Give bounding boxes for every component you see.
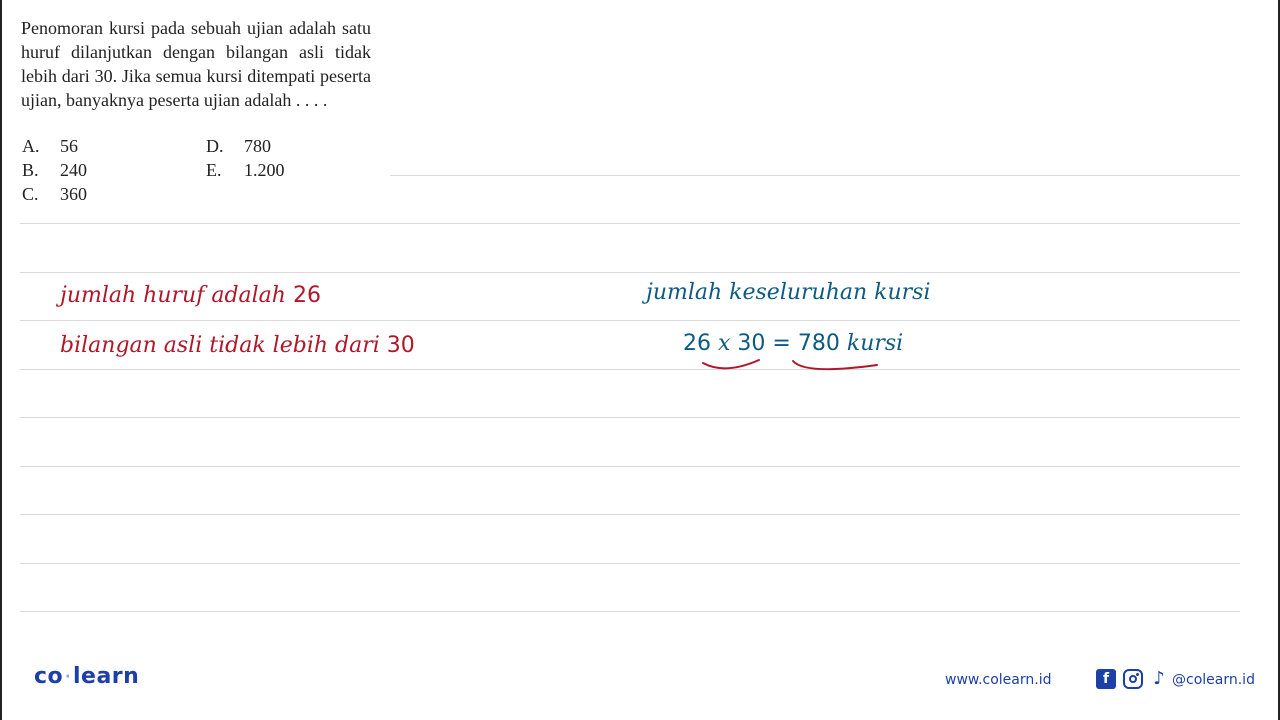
option-letter: E. [206,160,222,180]
ruled-line [20,514,1240,515]
social-handle[interactable]: @colearn.id [1172,672,1255,688]
option-value: 1.200 [244,160,285,180]
solution-equation: 26 x 30 = 780 kursi [683,331,903,356]
ruled-line [20,563,1240,564]
option-value: 56 [60,136,78,156]
logo-text-co: co [34,664,64,689]
option-value: 360 [60,184,87,204]
option-letter: D. [206,136,224,156]
option-e: E. 1.200 [206,158,285,182]
solution-total-heading: jumlah keseluruhan kursi [646,280,931,305]
solution-number-range: bilangan asli tidak lebih dari 30 [60,333,415,358]
option-a: A. 56 [22,134,78,158]
equation-equals: = [772,331,791,356]
ruled-line [20,320,1240,321]
option-value: 240 [60,160,87,180]
ruled-line [20,272,1240,273]
option-b: B. 240 [22,158,87,182]
equation-factor-a: 26 [683,331,711,356]
logo-dot: · [65,669,71,685]
equation-unit: kursi [846,331,904,356]
ruled-line [20,417,1240,418]
underline-factors [702,359,760,370]
ruled-line [390,175,1240,176]
colearn-logo: co ·learn [34,664,139,689]
underline-marks [702,359,878,371]
option-letter: B. [22,160,39,180]
option-c: C. 360 [22,182,87,206]
facebook-icon[interactable]: f [1096,669,1116,689]
equation-times: x [718,331,731,356]
ruled-line [20,611,1240,612]
ruled-line [20,223,1240,224]
solution-letter-count: jumlah huruf adalah 26 [60,283,321,308]
option-letter: A. [22,136,40,156]
option-d: D. 780 [206,134,271,158]
ruled-line [20,466,1240,467]
website-link[interactable]: www.colearn.id [945,672,1052,688]
tiktok-icon[interactable]: ♪ [1153,668,1165,689]
underline-result [792,360,878,371]
instagram-icon[interactable] [1123,669,1143,689]
equation-result: 780 [797,331,840,356]
solution-number: 26 [292,283,321,308]
ruled-line [20,369,1240,370]
equation-factor-b: 30 [737,331,766,356]
option-letter: C. [22,184,39,204]
solution-text: bilangan asli tidak lebih dari [60,333,380,358]
solution-number: 30 [386,333,415,358]
question-text: Penomoran kursi pada sebuah ujian adalah… [21,18,371,110]
solution-text: jumlah huruf adalah [60,283,286,308]
logo-text-learn: learn [72,664,140,689]
option-value: 780 [244,136,271,156]
